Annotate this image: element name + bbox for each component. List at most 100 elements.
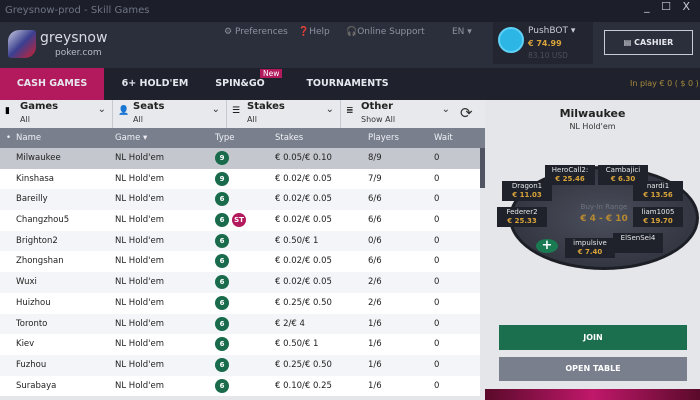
seats-badge: 9 xyxy=(215,151,229,165)
col-type[interactable]: Type xyxy=(215,133,235,143)
header: greysnow poker.com ⚙ Preferences ❓Help 🎧… xyxy=(0,22,700,68)
table-row[interactable]: Brighton2 NL Hold'em 6 € 0.50/€ 1 0/6 0 xyxy=(0,230,480,252)
cell-stakes: € 0.25/€ 0.50 xyxy=(275,297,332,308)
cell-players: 1/6 xyxy=(368,318,382,329)
tab-cash-games[interactable]: CASH GAMES xyxy=(0,68,104,100)
table-row[interactable]: Toronto NL Hold'em 6 € 2/€ 4 1/6 0 xyxy=(0,313,480,335)
cell-name: Toronto xyxy=(16,318,48,329)
other-filter[interactable]: ≣ Other Show All ⌄ xyxy=(341,100,456,128)
table-row[interactable]: Fuzhou NL Hold'em 6 € 0.25/€ 0.50 1/6 0 xyxy=(0,354,480,376)
table-row[interactable]: Wuxi NL Hold'em 6 € 0.02/€ 0.05 2/6 0 xyxy=(0,272,480,293)
balance-usd: 83.10 USD xyxy=(528,51,568,60)
seats-badge: 6 xyxy=(215,337,229,352)
cell-players: 1/6 xyxy=(368,380,382,391)
seat[interactable]: HeroCall2: € 25.46 xyxy=(545,165,595,185)
add-seat-icon[interactable]: + xyxy=(536,239,558,253)
scrollbar[interactable] xyxy=(480,148,485,400)
seat[interactable]: liam1005 € 19.70 xyxy=(633,207,683,227)
tab-6plus-holdem[interactable]: 6+ HOLD'EM xyxy=(121,78,189,89)
table-header: • Name Game ▾ Type Stakes Players Wait xyxy=(0,128,485,148)
filter-label: Other xyxy=(361,101,394,112)
seats-badge: 6 xyxy=(215,295,229,310)
table-row[interactable]: Kinshasa NL Hold'em 9 € 0.02/€ 0.05 7/9 0 xyxy=(0,168,480,190)
main-nav: CASH GAMES 6+ HOLD'EM SPIN&GO New TOURNA… xyxy=(0,68,700,100)
preferences-label: Preferences xyxy=(234,27,288,37)
cell-players: 6/6 xyxy=(368,194,382,205)
cell-players: 7/9 xyxy=(368,173,382,184)
table-row[interactable]: Milwaukee NL Hold'em 9 € 0.05/€ 0.10 8/9 0 xyxy=(0,148,480,169)
join-button[interactable]: JOIN xyxy=(499,325,687,350)
table-row[interactable]: Surabaya NL Hold'em 6 € 0.10/€ 0.25 1/6 0 xyxy=(0,375,480,397)
chevron-down-icon: ⌄ xyxy=(325,104,334,115)
seat[interactable]: Federer2 € 25.33 xyxy=(497,207,547,227)
tab-tournaments[interactable]: TOURNAMENTS xyxy=(306,78,389,89)
cashier-button[interactable]: ▤ CASHIER xyxy=(604,30,693,55)
open-table-button[interactable]: OPEN TABLE xyxy=(499,357,687,381)
seat[interactable]: Dragon1 € 11.03 xyxy=(502,181,552,201)
cell-name: Wuxi xyxy=(16,277,37,288)
cell-stakes: € 0.02/€ 0.05 xyxy=(275,173,332,184)
seats-badge: 9 xyxy=(215,171,229,186)
games-filter[interactable]: ▮ Games All ⌄ xyxy=(0,100,113,128)
seat[interactable]: nardi1 € 13.56 xyxy=(633,181,683,201)
promo-banner[interactable] xyxy=(485,389,700,400)
window-controls[interactable]: _ ☐ X xyxy=(644,0,694,13)
chevron-down-icon: ⌄ xyxy=(441,104,450,115)
username[interactable]: PushBOT ▾ xyxy=(528,26,576,36)
seat[interactable]: Cambajici € 6.30 xyxy=(598,165,648,185)
support-link[interactable]: 🎧Online Support xyxy=(346,27,425,37)
cell-name: Bareilly xyxy=(16,194,48,205)
filter-label: Seats xyxy=(133,101,165,112)
cell-stakes: € 0.25/€ 0.50 xyxy=(275,359,332,370)
account-widget[interactable]: PushBOT ▾ € 74.99 83.10 USD xyxy=(493,22,593,64)
cell-name: Brighton2 xyxy=(16,235,58,246)
cell-players: 2/6 xyxy=(368,297,382,308)
language-select[interactable]: EN ▾ xyxy=(452,27,472,37)
cell-wait: 0 xyxy=(434,153,440,163)
cell-wait: 0 xyxy=(434,173,440,184)
table-row[interactable]: Kiev NL Hold'em 6 € 0.50/€ 1 1/6 0 xyxy=(0,334,480,355)
col-wait[interactable]: Wait xyxy=(434,133,453,143)
preview-title: Milwaukee xyxy=(559,107,626,120)
cell-name: Huizhou xyxy=(16,297,51,308)
buyin-range: € 4 - € 10 xyxy=(580,214,628,224)
cell-game: NL Hold'em xyxy=(115,194,164,205)
seat-stack: € 6.30 xyxy=(610,175,636,183)
list-icon: ≣ xyxy=(346,106,354,116)
logo-subtext: poker.com xyxy=(55,48,102,58)
cell-players: 2/6 xyxy=(368,277,382,288)
seat-stack: € 25.33 xyxy=(507,217,537,225)
table-row[interactable]: Bareilly NL Hold'em 6 € 0.02/€ 0.05 6/6 0 xyxy=(0,189,480,211)
preview-game: NL Hold'em xyxy=(569,122,616,131)
col-name[interactable]: Name xyxy=(16,133,42,143)
cell-stakes: € 2/€ 4 xyxy=(275,318,305,329)
wallet-icon: ▤ xyxy=(623,38,635,47)
seat[interactable]: ElSenSei4 xyxy=(613,233,663,253)
seats-badge: 6 xyxy=(215,316,229,331)
seats-badge: 6 xyxy=(215,357,229,372)
stakes-filter[interactable]: ☰ Stakes All ⌄ xyxy=(227,100,341,128)
seat-stack: € 25.46 xyxy=(555,175,585,183)
seats-badge: 6 xyxy=(215,192,229,207)
cell-game: NL Hold'em xyxy=(115,277,164,288)
preferences-link[interactable]: ⚙ Preferences xyxy=(224,27,288,37)
table-row[interactable]: Huizhou NL Hold'em 6 € 0.25/€ 0.50 2/6 0 xyxy=(0,292,480,314)
seat[interactable]: impulsive € 7.40 xyxy=(565,238,615,258)
tab-spin-go[interactable]: SPIN&GO xyxy=(215,78,265,89)
seats-filter[interactable]: 👤 Seats All ⌄ xyxy=(113,100,227,128)
col-players[interactable]: Players xyxy=(368,133,399,143)
cell-wait: 0 xyxy=(434,215,440,226)
cell-game: NL Hold'em xyxy=(115,318,164,329)
refresh-icon[interactable]: ⟳ xyxy=(460,104,473,122)
table-row[interactable]: Zhongshan NL Hold'em 6 € 0.02/€ 0.05 6/6 0 xyxy=(0,251,480,273)
gear-icon: ⚙ xyxy=(224,27,235,37)
col-stakes[interactable]: Stakes xyxy=(275,133,304,143)
col-game[interactable]: Game ▾ xyxy=(115,133,148,143)
filter-value: Show All xyxy=(361,115,396,124)
buyin-label: Buy-In Range xyxy=(580,203,628,211)
cell-name: Zhongshan xyxy=(16,256,64,267)
scrollbar-thumb[interactable] xyxy=(480,148,485,188)
help-link[interactable]: ❓Help xyxy=(298,27,330,37)
table-row[interactable]: Changzhou5 NL Hold'em 6 ST € 0.02/€ 0.05 6/6 0 xyxy=(0,210,480,231)
cell-game: NL Hold'em xyxy=(115,339,164,350)
